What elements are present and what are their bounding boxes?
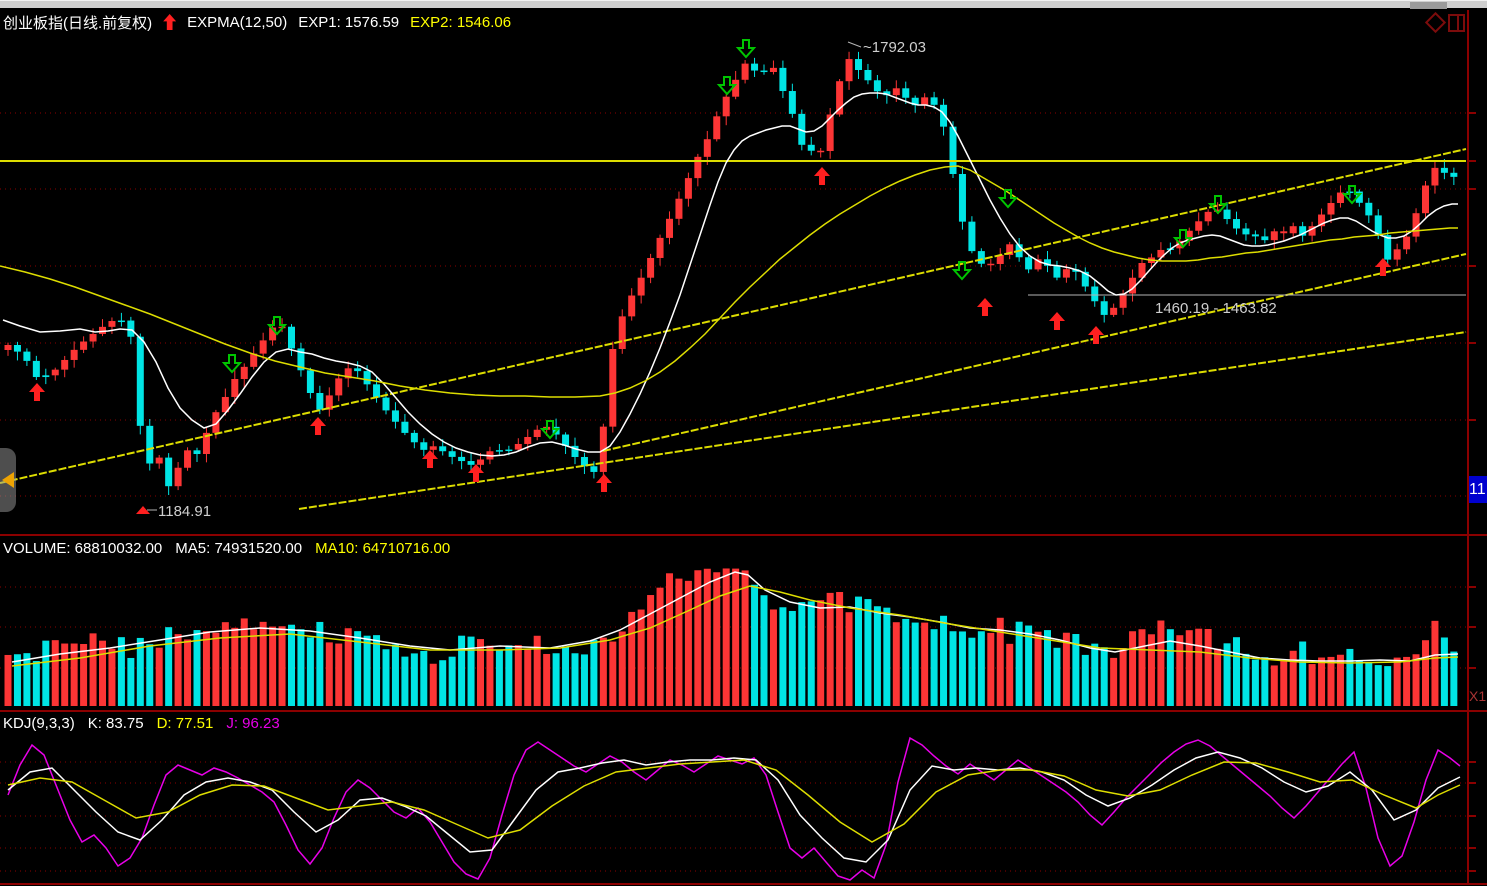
high-price-annotation: ~1792.03 (863, 39, 926, 56)
volume-ma10-value: MA10: 64710716.00 (315, 540, 451, 557)
buy-arrow-icon (814, 167, 830, 185)
chart-header: 创业板指(日线.前复权) EXPMA(12,50) EXP1: 1576.59 … (3, 12, 511, 32)
sell-arrow-icon (1172, 229, 1194, 249)
signal-markers (29, 39, 1391, 514)
buy-arrow-icon (1049, 312, 1065, 330)
up-arrow-icon (163, 14, 177, 30)
scroll-left-arrow-icon (2, 472, 14, 488)
buy-arrow-icon (1375, 258, 1391, 276)
buy-arrow-icon (596, 474, 612, 492)
sell-arrow-icon (266, 316, 288, 336)
expma-lines (0, 92, 1458, 457)
kdj-d-value: D: 77.51 (156, 715, 214, 732)
volume-axis-multiplier-label: X1 (1469, 688, 1487, 704)
split-window-icon[interactable] (1448, 14, 1465, 32)
kdj-name[interactable]: KDJ(9,3,3) (3, 715, 75, 732)
volume-ma-lines (11, 571, 1459, 667)
buy-arrow-icon (310, 417, 326, 435)
buy-arrow-icon (977, 298, 993, 316)
trendlines[interactable] (0, 148, 1467, 510)
kdj-lines (7, 736, 1461, 881)
volume-panel-header: VOLUME: 68810032.00 MA5: 74931520.00 MA1… (3, 540, 450, 557)
exp1-value: EXP1: 1576.59 (298, 13, 400, 31)
top-scrollbar[interactable] (0, 0, 1487, 9)
buy-arrow-icon (1088, 326, 1104, 344)
sell-arrow-icon (539, 420, 561, 440)
sell-arrow-icon (716, 76, 738, 96)
exp2-value: EXP2: 1546.06 (410, 13, 512, 31)
sell-arrow-icon (997, 189, 1019, 209)
low-point-marker (136, 506, 150, 514)
sell-arrow-icon (735, 39, 757, 59)
volume-bars[interactable] (4, 568, 1458, 706)
symbol-title[interactable]: 创业板指(日线.前复权) (3, 14, 153, 32)
scrollbar-thumb[interactable] (1410, 2, 1447, 9)
low-price-annotation: 1184.91 (158, 503, 212, 520)
buy-arrow-icon (29, 383, 45, 401)
sell-arrow-icon (951, 261, 973, 281)
sell-arrow-icon (1207, 195, 1229, 215)
kdj-j-value: J: 96.23 (226, 715, 280, 732)
volume-ma5-value: MA5: 74931520.00 (175, 540, 303, 557)
volume-value: VOLUME: 68810032.00 (3, 540, 163, 557)
sell-arrow-icon (1341, 185, 1363, 205)
buy-arrow-icon (468, 464, 484, 482)
sell-arrow-icon (221, 354, 243, 374)
range-annotation: 1460.19 - 1463.82 (1155, 300, 1277, 317)
kdj-k-value: K: 83.75 (87, 715, 144, 732)
panel-frame (0, 10, 1487, 885)
right-axis-price-label: 11 (1469, 476, 1487, 503)
buy-arrow-icon (422, 450, 438, 468)
indicator-name[interactable]: EXPMA(12,50) (187, 13, 288, 31)
kdj-panel-header: KDJ(9,3,3) K: 83.75 D: 77.51 J: 96.23 (3, 715, 280, 732)
candlesticks[interactable] (4, 51, 1458, 496)
scroll-left-overlay[interactable] (0, 448, 16, 512)
